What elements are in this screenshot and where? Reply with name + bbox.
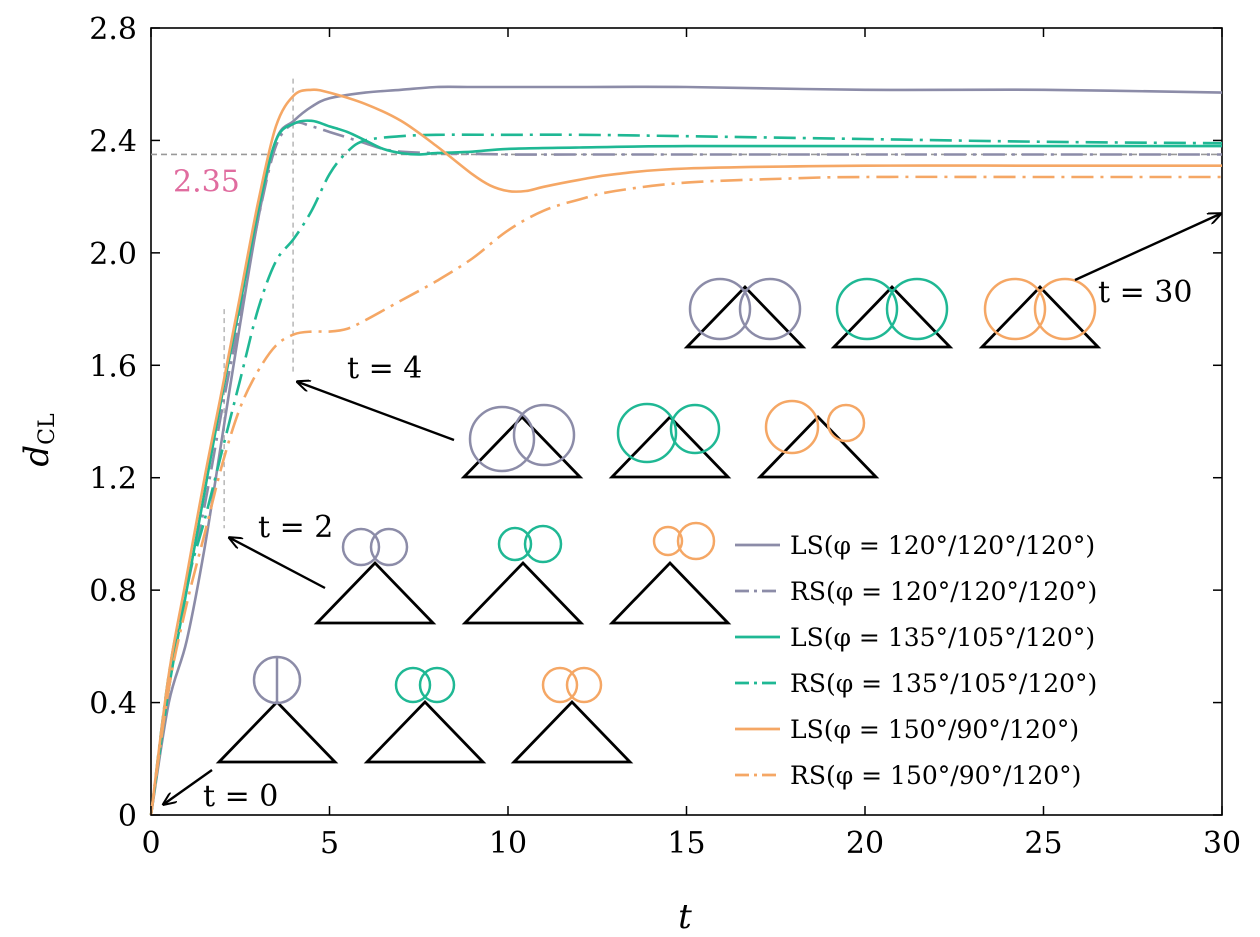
droplet-shape-t30 (830, 277, 954, 349)
time-annotations-group: t = 0 t = 2 t = 4 t = 30 (164, 214, 1220, 814)
droplet-shape-t2 (313, 527, 437, 625)
droplet-outline (369, 527, 409, 567)
droplet-shapes-group (215, 277, 1102, 764)
substrate-triangle (608, 560, 732, 625)
time-annotation-label: t = 30 (1098, 275, 1192, 310)
droplet-shape-t4 (460, 403, 584, 479)
droplet-shape-t4 (756, 399, 880, 479)
legend-label: LS(φ = 135°/105°/120°) (790, 623, 1095, 652)
series-line-5 (149, 88, 1222, 816)
x-tick-label: 20 (846, 826, 884, 861)
droplet-outline (1033, 277, 1097, 341)
x-tick-label: 5 (320, 826, 339, 861)
droplet-shape-t0 (363, 666, 487, 764)
droplet-shape-t0 (510, 666, 634, 764)
y-tick-label: 2.4 (89, 124, 137, 159)
y-tick-label: 1.2 (89, 462, 137, 497)
droplet-outline (394, 666, 432, 704)
substrate-triangle (313, 560, 437, 625)
droplet-outline (669, 403, 721, 455)
y-axis-label: dCL (17, 413, 60, 467)
y-tick-label: 1.6 (89, 349, 137, 384)
y-tick-label: 2.0 (89, 237, 137, 272)
series-line-2 (149, 121, 1222, 816)
legend-label: RS(φ = 120°/120°/120°) (790, 577, 1097, 606)
droplet-outline (541, 666, 579, 704)
x-axis-label: t (678, 897, 692, 937)
axes-group: 0 5 10 15 20 25 30 0 0.4 0.8 1.2 1.6 2.0 2.4 2.8 (89, 12, 1241, 861)
annotation-arrow (164, 769, 213, 804)
x-tick-label: 30 (1203, 826, 1241, 861)
y-tick-label: 0.8 (89, 574, 137, 609)
series-line-4 (149, 133, 1223, 816)
substrate-triangle (608, 414, 732, 479)
droplet-shape-t2 (608, 521, 732, 625)
droplet-outline (676, 521, 716, 561)
legend-label: RS(φ = 150°/90°/120°) (790, 761, 1081, 790)
series-group (149, 85, 1223, 816)
droplet-outline (885, 277, 949, 341)
substrate-triangle (510, 699, 634, 764)
substrate-triangle (756, 414, 880, 479)
droplet-outline (764, 399, 820, 455)
reference-line-label: 2.35 (173, 164, 240, 199)
droplet-shape-t30 (683, 277, 807, 349)
droplet-outline (341, 527, 381, 567)
x-tick-label: 15 (667, 826, 705, 861)
time-annotation-label: t = 0 (203, 779, 278, 814)
droplet-outline (497, 526, 533, 562)
droplet-outline (738, 277, 802, 341)
substrate-triangle (363, 699, 487, 764)
droplet-outline (468, 405, 536, 473)
legend-label: LS(φ = 150°/90°/120°) (790, 715, 1079, 744)
substrate-triangle (978, 284, 1102, 349)
substrate-triangle (683, 284, 807, 349)
substrate-triangle (460, 414, 584, 479)
droplet-shape-t30 (978, 277, 1102, 349)
annotation-arrow (230, 538, 326, 590)
x-tick-label: 0 (141, 826, 160, 861)
x-tick-label: 25 (1024, 826, 1062, 861)
series-line-1 (149, 85, 1223, 816)
series-line-6 (149, 175, 1222, 816)
droplet-outline (418, 666, 456, 704)
substrate-triangle (830, 284, 954, 349)
legend-label: RS(φ = 135°/105°/120°) (790, 669, 1097, 698)
droplet-shape-t4 (608, 402, 732, 479)
legend-label: LS(φ = 120°/120°/120°) (790, 531, 1095, 560)
droplet-outline (826, 403, 866, 443)
y-tick-label: 2.8 (89, 12, 137, 47)
time-annotation-label: t = 2 (258, 510, 333, 545)
y-axis-label-main: d (17, 445, 57, 467)
series-line-3 (149, 119, 1222, 816)
annotation-arrow (1074, 214, 1220, 282)
legend: LS(φ = 120°/120°/120°) RS(φ = 120°/120°/1… (735, 531, 1097, 790)
droplet-outline (565, 666, 603, 704)
substrate-triangle (461, 560, 585, 625)
annotation-arrow (298, 382, 455, 442)
droplet-shape-t2 (461, 524, 585, 625)
y-axis-label-subscript: CL (35, 413, 60, 445)
droplet-outline (512, 403, 576, 467)
droplet-outline (688, 277, 752, 341)
y-tick-label: 0 (118, 799, 137, 834)
droplet-outline (983, 277, 1047, 341)
substrate-triangle (215, 699, 339, 764)
x-tick-label: 10 (489, 826, 527, 861)
droplet-outline (616, 402, 678, 464)
droplet-shape-t0 (215, 655, 339, 764)
droplet-outline (523, 524, 563, 564)
time-annotation-label: t = 4 (347, 351, 422, 386)
droplet-outline (652, 525, 684, 557)
y-tick-label: 0.4 (89, 687, 137, 722)
droplet-outline (835, 277, 899, 341)
